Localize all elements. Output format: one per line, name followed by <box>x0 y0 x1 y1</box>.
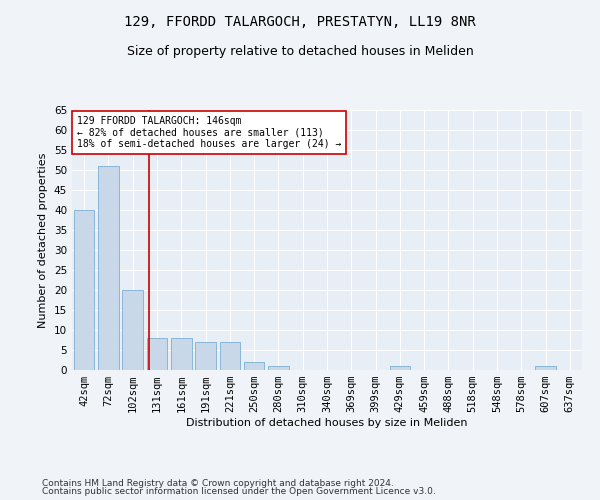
Bar <box>171 338 191 370</box>
X-axis label: Distribution of detached houses by size in Meliden: Distribution of detached houses by size … <box>186 418 468 428</box>
Bar <box>220 342 240 370</box>
Text: 129 FFORDD TALARGOCH: 146sqm
← 82% of detached houses are smaller (113)
18% of s: 129 FFORDD TALARGOCH: 146sqm ← 82% of de… <box>77 116 341 149</box>
Bar <box>389 366 410 370</box>
Bar <box>98 166 119 370</box>
Text: Size of property relative to detached houses in Meliden: Size of property relative to detached ho… <box>127 45 473 58</box>
Bar <box>195 342 216 370</box>
Bar <box>244 362 265 370</box>
Text: Contains public sector information licensed under the Open Government Licence v3: Contains public sector information licen… <box>42 487 436 496</box>
Y-axis label: Number of detached properties: Number of detached properties <box>38 152 49 328</box>
Bar <box>535 366 556 370</box>
Text: Contains HM Land Registry data © Crown copyright and database right 2024.: Contains HM Land Registry data © Crown c… <box>42 478 394 488</box>
Bar <box>268 366 289 370</box>
Bar <box>122 290 143 370</box>
Text: 129, FFORDD TALARGOCH, PRESTATYN, LL19 8NR: 129, FFORDD TALARGOCH, PRESTATYN, LL19 8… <box>124 15 476 29</box>
Bar <box>146 338 167 370</box>
Bar <box>74 210 94 370</box>
